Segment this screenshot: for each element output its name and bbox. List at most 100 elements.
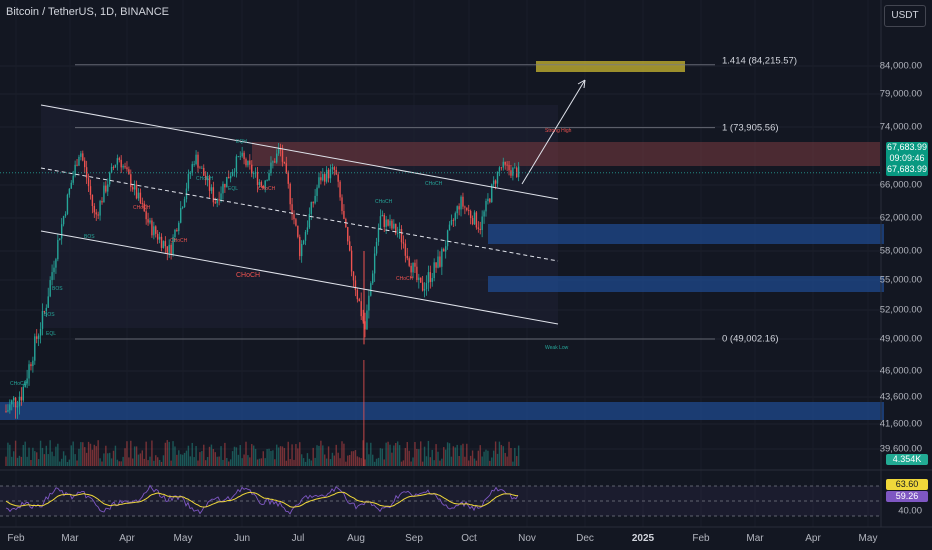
volume-bar (103, 453, 105, 466)
candle-body (258, 182, 261, 186)
candle-body (78, 156, 80, 166)
volume-bar (36, 452, 38, 466)
volume-bar (322, 445, 324, 466)
volume-bar (492, 450, 495, 466)
candle-body (195, 154, 197, 165)
volume-bar (139, 453, 142, 466)
candle-body (266, 180, 268, 182)
volume-bar (137, 454, 140, 466)
candle-body (404, 243, 407, 256)
volume-bar (260, 458, 263, 466)
candle-body (97, 214, 99, 216)
annotation: BOS (52, 286, 63, 292)
candle-body (310, 202, 312, 214)
candle-body (427, 272, 430, 283)
candle-body (291, 204, 293, 215)
candle-body (487, 198, 489, 202)
candle-body (327, 169, 330, 179)
volume-bar (383, 459, 385, 466)
candle-body (396, 232, 399, 234)
volume-bar (120, 461, 122, 466)
candle-body (43, 311, 46, 312)
candle-body (208, 177, 211, 191)
candle-body (293, 214, 295, 220)
candle-body (45, 307, 48, 312)
price-axis-label: 55,000.00 (879, 274, 922, 286)
candle-body (112, 166, 115, 168)
candle-body (277, 148, 280, 154)
volume-bar (124, 448, 126, 466)
candle-body (469, 210, 472, 219)
volume-bar (133, 446, 136, 466)
candle-body (385, 219, 387, 227)
volume-bar (418, 449, 420, 466)
candle-body (5, 411, 7, 413)
candle-body (443, 249, 445, 252)
candle-body (224, 183, 226, 188)
candle-body (252, 173, 255, 175)
currency-button[interactable]: USDT (884, 5, 926, 27)
candle-body (329, 169, 332, 179)
annotation: CHoCH (196, 176, 214, 182)
candle-body (283, 161, 286, 164)
candle-body (120, 159, 122, 168)
candle-body (370, 283, 372, 296)
rsi-ma-line (5, 491, 519, 508)
candle-body (408, 258, 410, 266)
volume-bar (174, 446, 176, 466)
volume-bar (70, 445, 72, 466)
candle-body (99, 201, 101, 216)
volume-bar (289, 459, 291, 466)
volume-bar (197, 460, 199, 466)
candle-body (372, 273, 374, 284)
candle-body (76, 164, 78, 166)
volume-bar (74, 454, 76, 466)
rsi-ma-tag: 63.60 (886, 479, 928, 490)
candle-body (433, 262, 435, 279)
volume-bar (151, 440, 153, 466)
volume-bar (285, 460, 288, 466)
candle-body (18, 396, 21, 407)
candle-body (335, 169, 337, 175)
supply-zone (252, 142, 880, 166)
candle-body (180, 208, 182, 223)
candle-body (306, 227, 309, 233)
volume-bar (494, 441, 497, 466)
candle-body (314, 195, 316, 204)
volume-bar (11, 456, 13, 466)
channel-lower-line (40, 230, 559, 325)
volume-bar (220, 446, 222, 466)
volume-bar (377, 457, 380, 466)
candle-body (87, 178, 90, 187)
volume-bar (237, 454, 240, 466)
candle-body (454, 213, 456, 221)
candle-body (20, 396, 23, 401)
volume-bar (243, 454, 245, 466)
volume-bar (335, 444, 337, 466)
candle-body (441, 249, 443, 267)
candle-body (135, 184, 138, 199)
candle-body (199, 167, 201, 169)
candle-body (47, 296, 49, 308)
candle-body (11, 400, 13, 405)
volume-bar (423, 446, 426, 466)
volume-bar (216, 456, 218, 466)
volume-bar (358, 457, 360, 466)
candle-body (110, 166, 113, 173)
volume-bar (78, 448, 80, 466)
candle-body (72, 175, 74, 183)
volume-bar (195, 445, 197, 466)
volume-bar (16, 457, 19, 466)
candle-body (256, 172, 259, 186)
projection-arrow (521, 79, 586, 185)
symbol-title[interactable]: Bitcoin / TetherUS, 1D, BINANCE (6, 6, 170, 18)
arrow-head (577, 79, 586, 89)
candle-body (143, 203, 145, 212)
volume-bar (439, 460, 441, 466)
candle-body (226, 176, 228, 188)
price-axis-label: 84,000.00 (879, 60, 922, 72)
volume-bar (34, 451, 36, 466)
volume-bar (214, 452, 216, 466)
volume-bar (30, 460, 32, 466)
